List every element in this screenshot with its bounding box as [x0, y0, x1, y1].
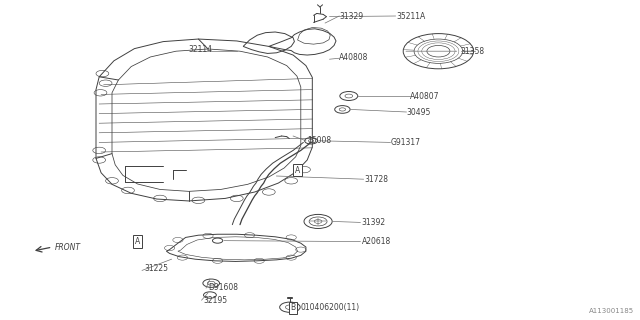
Text: G91317: G91317 [390, 138, 420, 147]
Text: 010406200(11): 010406200(11) [301, 303, 360, 312]
Text: 31225: 31225 [144, 264, 168, 273]
Text: A113001185: A113001185 [588, 308, 634, 314]
Text: 15008: 15008 [307, 136, 332, 145]
Text: 32195: 32195 [204, 296, 228, 305]
Text: D91608: D91608 [208, 284, 238, 292]
Text: 30495: 30495 [406, 108, 431, 116]
Text: A20618: A20618 [362, 237, 391, 246]
Text: 31358: 31358 [461, 47, 485, 56]
Text: 31392: 31392 [362, 218, 386, 227]
Text: A40808: A40808 [339, 53, 369, 62]
Text: 31728: 31728 [365, 175, 388, 184]
Text: A: A [295, 166, 300, 175]
Text: 35211A: 35211A [397, 12, 426, 20]
Text: A: A [135, 237, 140, 246]
Text: A40807: A40807 [410, 92, 439, 100]
Text: B: B [291, 303, 296, 312]
Text: FRONT: FRONT [54, 243, 81, 252]
Text: 31329: 31329 [339, 12, 364, 20]
Text: 32114: 32114 [189, 45, 212, 54]
